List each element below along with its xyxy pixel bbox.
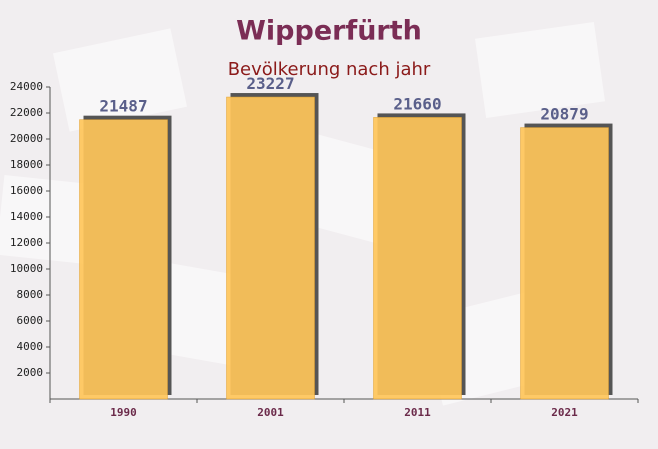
value-label: 21660	[393, 94, 441, 113]
x-tick-label: 2021	[551, 406, 578, 419]
y-tick-label: 24000	[10, 80, 43, 93]
y-tick-label: 22000	[10, 106, 43, 119]
y-tick-label: 10000	[10, 262, 43, 275]
chart-subtitle: Bevölkerung nach jahr	[228, 59, 431, 80]
y-tick-label: 2000	[17, 366, 44, 379]
y-tick-label: 20000	[10, 132, 43, 145]
chart-title: Wipperfürth	[236, 16, 422, 47]
y-tick-label: 4000	[17, 340, 44, 353]
y-tick-label: 16000	[10, 184, 43, 197]
y-tick-label: 18000	[10, 158, 43, 171]
bar	[226, 96, 315, 400]
bar	[373, 117, 462, 400]
x-tick-label: 1990	[110, 406, 137, 419]
y-tick-label: 8000	[17, 288, 44, 301]
x-tick-label: 2011	[404, 406, 431, 419]
x-tick-label: 2001	[257, 406, 284, 419]
y-tick-label: 12000	[10, 236, 43, 249]
bar	[520, 127, 609, 400]
value-label: 23227	[246, 74, 294, 93]
y-tick-label: 14000	[10, 210, 43, 223]
y-tick-label: 6000	[17, 314, 44, 327]
value-label: 20879	[540, 105, 588, 124]
bar	[79, 119, 168, 400]
value-label: 21487	[99, 97, 147, 116]
